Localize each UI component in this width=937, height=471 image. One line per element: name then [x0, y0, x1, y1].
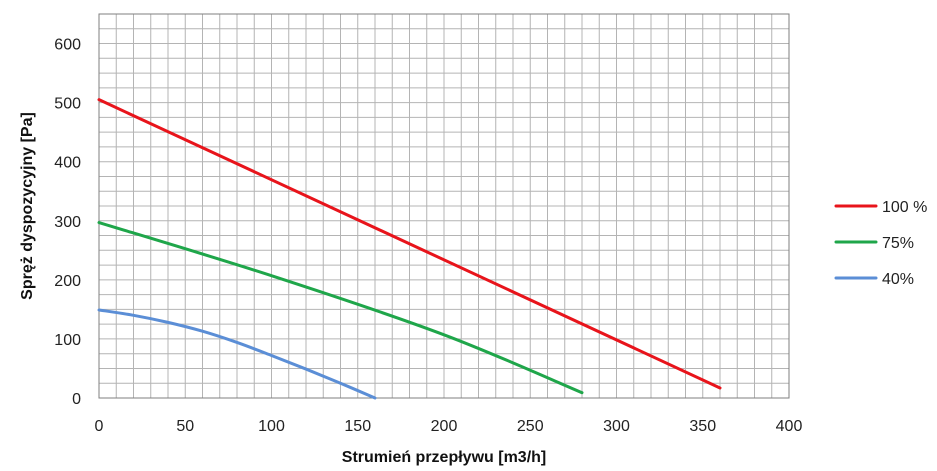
x-tick-label: 350 [689, 418, 716, 435]
x-tick-label: 400 [776, 418, 803, 435]
y-tick-label: 500 [54, 96, 81, 113]
legend-label-3: 40% [882, 271, 914, 288]
series-line-3 [97, 308, 377, 400]
y-tick-label: 600 [54, 37, 81, 54]
legend-label-1: 100 % [882, 199, 927, 216]
y-axis-title: Spręż dyspozycyjny [Pa] [19, 112, 36, 300]
series-line-2 [97, 221, 584, 395]
legend: 100 % 75% 40% [834, 199, 927, 288]
y-tick-label: 100 [54, 332, 81, 349]
series-line-1 [97, 98, 722, 390]
y-tick-label: 0 [72, 391, 81, 408]
x-axis-title: Strumień przepływu [m3/h] [342, 449, 546, 466]
x-tick-label: 50 [176, 418, 194, 435]
plot-frame [98, 13, 790, 399]
y-tick-label: 400 [54, 155, 81, 172]
x-tick-label: 0 [95, 418, 104, 435]
series-lines [97, 98, 722, 400]
x-tick-label: 200 [431, 418, 458, 435]
x-tick-label: 250 [517, 418, 544, 435]
x-tick-label: 300 [603, 418, 630, 435]
x-tick-labels: 0 50 100 150 200 250 300 350 400 [95, 418, 803, 435]
y-tick-label: 300 [54, 214, 81, 231]
y-tick-labels: 0 100 200 300 400 500 600 [54, 37, 81, 408]
x-tick-label: 150 [344, 418, 371, 435]
grid [98, 13, 790, 399]
y-tick-label: 200 [54, 273, 81, 290]
legend-label-2: 75% [882, 235, 914, 252]
x-tick-label: 100 [258, 418, 285, 435]
